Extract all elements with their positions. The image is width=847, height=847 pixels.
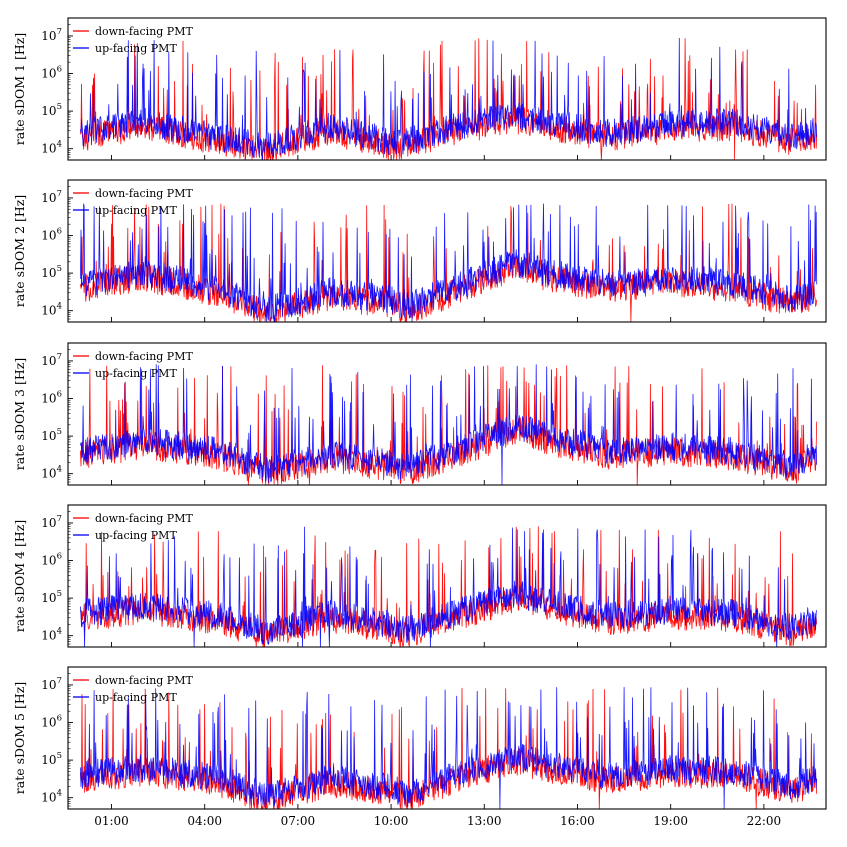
x-tick-label: 01:00 [94,814,129,828]
y-tick-label: 107 [41,27,62,43]
series-line-up-facing [80,687,818,809]
legend-label: down-facing PMT [95,350,193,363]
y-tick-label: 107 [41,352,62,368]
legend-label: down-facing PMT [95,25,193,38]
y-tick-label: 105 [41,751,62,767]
y-tick-label: 106 [41,227,62,243]
y-tick-label: 104 [41,302,62,318]
series-line-up-facing [80,526,818,647]
legend-label: down-facing PMT [95,512,193,525]
y-tick-label: 106 [41,714,62,730]
axes-frame [67,342,827,486]
y-tick-label: 106 [41,552,62,568]
x-tick-label: 13:00 [467,814,502,828]
legend-label: down-facing PMT [95,187,193,200]
y-tick-label: 104 [41,789,62,805]
y-tick-label: 107 [41,676,62,692]
y-tick-label: 105 [41,102,62,118]
axes-frame [67,666,827,810]
y-tick-label: 106 [41,65,62,81]
panels-group: 104 105 106 107 rate sDOM 1 [Hz] down-facing … [12,17,827,828]
legend-label: up-facing PMT [95,691,177,704]
series-line-up-facing [80,37,818,160]
y-tick-label: 104 [41,465,62,481]
y-axis-label: rate sDOM 4 [Hz] [12,520,27,632]
y-tick-label: 105 [41,589,62,605]
y-tick-label: 105 [41,264,62,280]
y-axis-label: rate sDOM 3 [Hz] [12,358,27,470]
series-line-up-facing [80,203,818,322]
legend: down-facing PMT up-facing PMT [73,25,193,55]
legend-label: down-facing PMT [95,674,193,687]
panel-1: 104 105 106 107 rate sDOM 1 [Hz] down-facing … [12,17,827,161]
series-line-down-facing [80,365,818,485]
legend-label: up-facing PMT [95,367,177,380]
axes-frame [67,17,827,161]
series-line-down-facing [80,687,818,809]
y-tick-label: 104 [41,140,62,156]
legend: down-facing PMT up-facing PMT [73,512,193,542]
x-tick-label: 10:00 [374,814,409,828]
y-tick-label: 105 [41,427,62,443]
data-series-group [80,203,818,322]
legend: down-facing PMT up-facing PMT [73,187,193,217]
panel-2: 104 105 106 107 rate sDOM 2 [Hz] down-facing … [12,179,827,323]
x-tick-label: 19:00 [653,814,688,828]
legend-label: up-facing PMT [95,529,177,542]
y-tick-label: 104 [41,627,62,643]
x-tick-label: 22:00 [747,814,782,828]
y-axis-label: rate sDOM 1 [Hz] [12,33,27,145]
y-tick-label: 106 [41,390,62,406]
data-series-group [80,364,818,485]
panel-3: 104 105 106 107 rate sDOM 3 [Hz] down-facing … [12,342,827,486]
x-tick-label: 16:00 [560,814,595,828]
data-series-group [80,37,818,160]
data-series-group [80,526,818,647]
y-axis-label: rate sDOM 5 [Hz] [12,682,27,794]
x-tick-label: 04:00 [187,814,222,828]
panel-5: 104 105 106 107 01:00 04:00 07:00 10:00 13:00 16:… [12,666,827,828]
legend: down-facing PMT up-facing PMT [73,350,193,380]
legend: down-facing PMT up-facing PMT [73,674,193,704]
panel-4: 104 105 106 107 rate sDOM 4 [Hz] down-facing … [12,504,827,648]
legend-label: up-facing PMT [95,42,177,55]
series-line-up-facing [80,364,818,485]
legend-label: up-facing PMT [95,204,177,217]
y-tick-label: 107 [41,189,62,205]
axes-frame [67,504,827,648]
series-line-down-facing [80,38,818,160]
y-axis-label: rate sDOM 2 [Hz] [12,195,27,307]
axes-frame [67,179,827,323]
data-series-group [80,687,818,809]
x-tick-label: 07:00 [281,814,316,828]
y-tick-label: 107 [41,514,62,530]
